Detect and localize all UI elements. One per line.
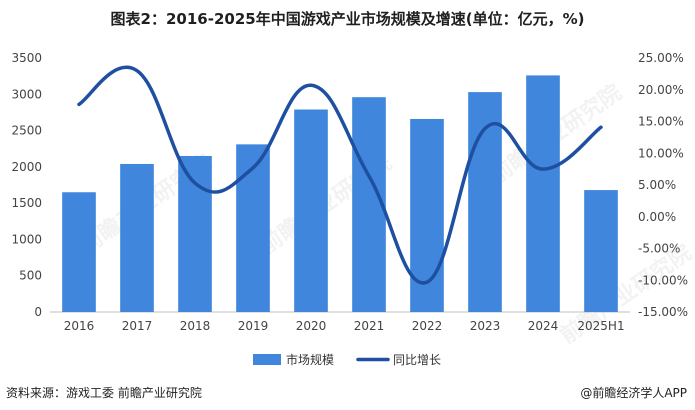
growth-point [600,126,602,128]
x-tick-label: 2025H1 [577,319,624,333]
x-tick-label: 2022 [412,319,443,333]
bar [352,97,386,312]
x-tick-label: 2020 [296,319,327,333]
legend-line-label: 同比增长 [393,353,441,367]
y-left-tick-label: 3500 [11,51,42,65]
x-tick-label: 2018 [180,319,211,333]
source-note: 资料来源：游戏工委 前瞻产业研究院 [6,386,202,400]
y-left-tick-label: 3000 [11,87,42,101]
y-left-tick-label: 1000 [11,232,42,246]
y-right-tick-label: 5.00% [638,178,676,192]
credit-note: @前瞻经济学人APP [580,386,687,400]
growth-point [426,281,428,283]
growth-point [78,103,80,105]
bar [178,155,212,312]
y-right-tick-label: 15.00% [638,115,684,129]
y-left-tick-label: 2000 [11,160,42,174]
watermark-text: 前瞻产业研究院 [555,239,695,349]
x-tick-label: 2016 [64,319,95,333]
x-tick-label: 2024 [528,319,559,333]
bar [120,163,154,312]
growth-point [484,127,486,129]
growth-point [194,182,196,184]
growth-point [542,168,544,170]
y-right-tick-label: -10.00% [638,273,688,287]
growth-point [252,167,254,169]
growth-line [77,65,603,285]
y-right-tick-label: -5.00% [638,242,680,256]
bar [526,75,560,312]
chart-title: 图表2：2016-2025年中国游戏产业市场规模及增速(单位：亿元，%) [110,10,585,28]
bar [294,109,328,312]
y-left-tick-label: 500 [19,269,42,283]
legend: 市场规模 同比增长 [253,352,441,367]
y-right-tick-label: 20.00% [638,83,684,97]
growth-point [136,70,138,72]
y-right-tick-label: 10.00% [638,146,684,160]
growth-point [368,175,370,177]
legend-bar-label: 市场规模 [286,352,334,367]
y-right-tick-label: 25.00% [638,51,684,65]
y-right-tick-label: -15.00% [638,305,688,319]
bar [584,190,618,312]
y-left-tick-label: 1500 [11,196,42,210]
bar [236,144,270,312]
growth-point [310,84,312,86]
x-tick-label: 2021 [354,319,385,333]
y-right-tick-label: 0.00% [638,210,676,224]
y-left-tick-label: 2500 [11,124,42,138]
x-tick-label: 2017 [122,319,153,333]
bar [62,192,96,312]
legend-bar-swatch [253,354,281,365]
x-tick-label: 2019 [238,319,269,333]
x-tick-label: 2023 [470,319,501,333]
y-left-tick-label: 0 [34,305,42,319]
